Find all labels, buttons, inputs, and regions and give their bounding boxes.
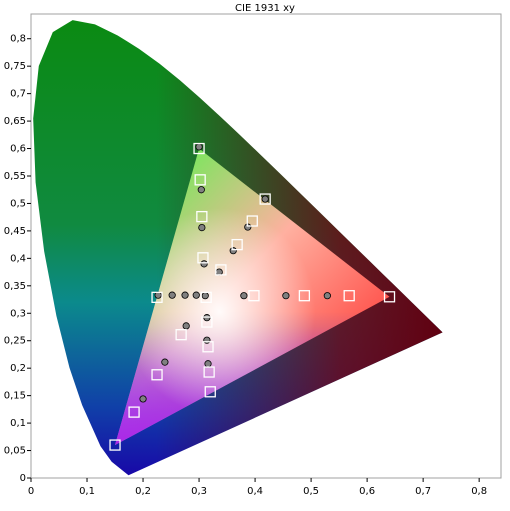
measured-marker bbox=[200, 260, 208, 268]
x-tick-label: 0,5 bbox=[303, 486, 319, 497]
y-tick-label: 0,25 bbox=[4, 336, 26, 347]
chart-title: CIE 1931 xy bbox=[235, 3, 295, 14]
target-marker bbox=[298, 290, 311, 302]
target-marker bbox=[196, 210, 208, 223]
measured-marker bbox=[323, 292, 331, 300]
x-tick-label: 0 bbox=[28, 486, 34, 497]
y-tick-label: 0,2 bbox=[10, 363, 26, 374]
x-tick-label: 0,1 bbox=[79, 486, 95, 497]
measured-marker bbox=[282, 292, 290, 300]
x-tick-label: 0,8 bbox=[471, 486, 487, 497]
measured-marker bbox=[203, 336, 211, 344]
x-tick-label: 0,7 bbox=[415, 486, 431, 497]
measured-marker bbox=[168, 291, 176, 299]
y-tick-label: 0,45 bbox=[4, 226, 26, 237]
target-marker bbox=[201, 316, 213, 328]
y-tick-label: 0,7 bbox=[10, 89, 26, 100]
y-tick-label: 0,55 bbox=[4, 171, 26, 182]
y-tick-label: 0 bbox=[20, 473, 26, 484]
target-marker bbox=[231, 238, 243, 251]
measured-marker bbox=[197, 186, 205, 194]
measured-marker bbox=[240, 292, 248, 300]
measured-marker bbox=[229, 247, 237, 255]
target-marker bbox=[343, 290, 355, 302]
target-marker bbox=[202, 341, 214, 353]
y-tick-label: 0,4 bbox=[10, 253, 26, 264]
y-tick-label: 0,3 bbox=[10, 308, 26, 319]
target-marker bbox=[175, 329, 187, 341]
y-tick-label: 0,05 bbox=[4, 446, 26, 457]
plot-frame bbox=[30, 13, 502, 479]
y-tick-label: 0,8 bbox=[10, 34, 26, 45]
target-marker bbox=[151, 291, 163, 303]
measured-marker bbox=[192, 291, 200, 299]
y-tick-label: 0,75 bbox=[4, 61, 26, 72]
target-marker bbox=[203, 366, 215, 378]
y-tick-label: 0,1 bbox=[10, 418, 26, 429]
measured-marker bbox=[261, 195, 269, 203]
x-tick-label: 0,2 bbox=[135, 486, 151, 497]
target-marker bbox=[215, 264, 227, 276]
x-tick-label: 0,6 bbox=[359, 486, 375, 497]
measured-marker bbox=[139, 395, 147, 403]
target-marker bbox=[128, 406, 140, 418]
y-tick-label: 0,65 bbox=[4, 116, 26, 127]
measured-marker bbox=[161, 358, 169, 366]
target-marker bbox=[204, 386, 216, 398]
target-marker bbox=[151, 369, 163, 381]
measured-marker bbox=[181, 291, 189, 299]
x-tick-label: 0,4 bbox=[247, 486, 263, 497]
target-marker bbox=[197, 252, 209, 264]
target-marker bbox=[109, 439, 121, 451]
target-marker bbox=[383, 291, 396, 303]
target-marker bbox=[248, 290, 260, 302]
y-tick-label: 0,15 bbox=[4, 391, 26, 402]
target-marker bbox=[193, 142, 205, 155]
y-tick-label: 0,5 bbox=[10, 198, 26, 209]
y-tick-label: 0,35 bbox=[4, 281, 26, 292]
measured-marker bbox=[182, 322, 190, 330]
measured-marker bbox=[198, 224, 206, 232]
x-tick-label: 0,3 bbox=[191, 486, 207, 497]
target-marker bbox=[200, 291, 212, 303]
gamut-triangle bbox=[115, 148, 390, 446]
target-marker bbox=[194, 174, 206, 186]
y-tick-label: 0,6 bbox=[10, 144, 26, 155]
measured-marker bbox=[201, 292, 209, 300]
measured-marker bbox=[195, 143, 203, 151]
measured-marker bbox=[204, 360, 212, 368]
target-marker bbox=[259, 193, 271, 205]
target-marker bbox=[246, 215, 258, 227]
